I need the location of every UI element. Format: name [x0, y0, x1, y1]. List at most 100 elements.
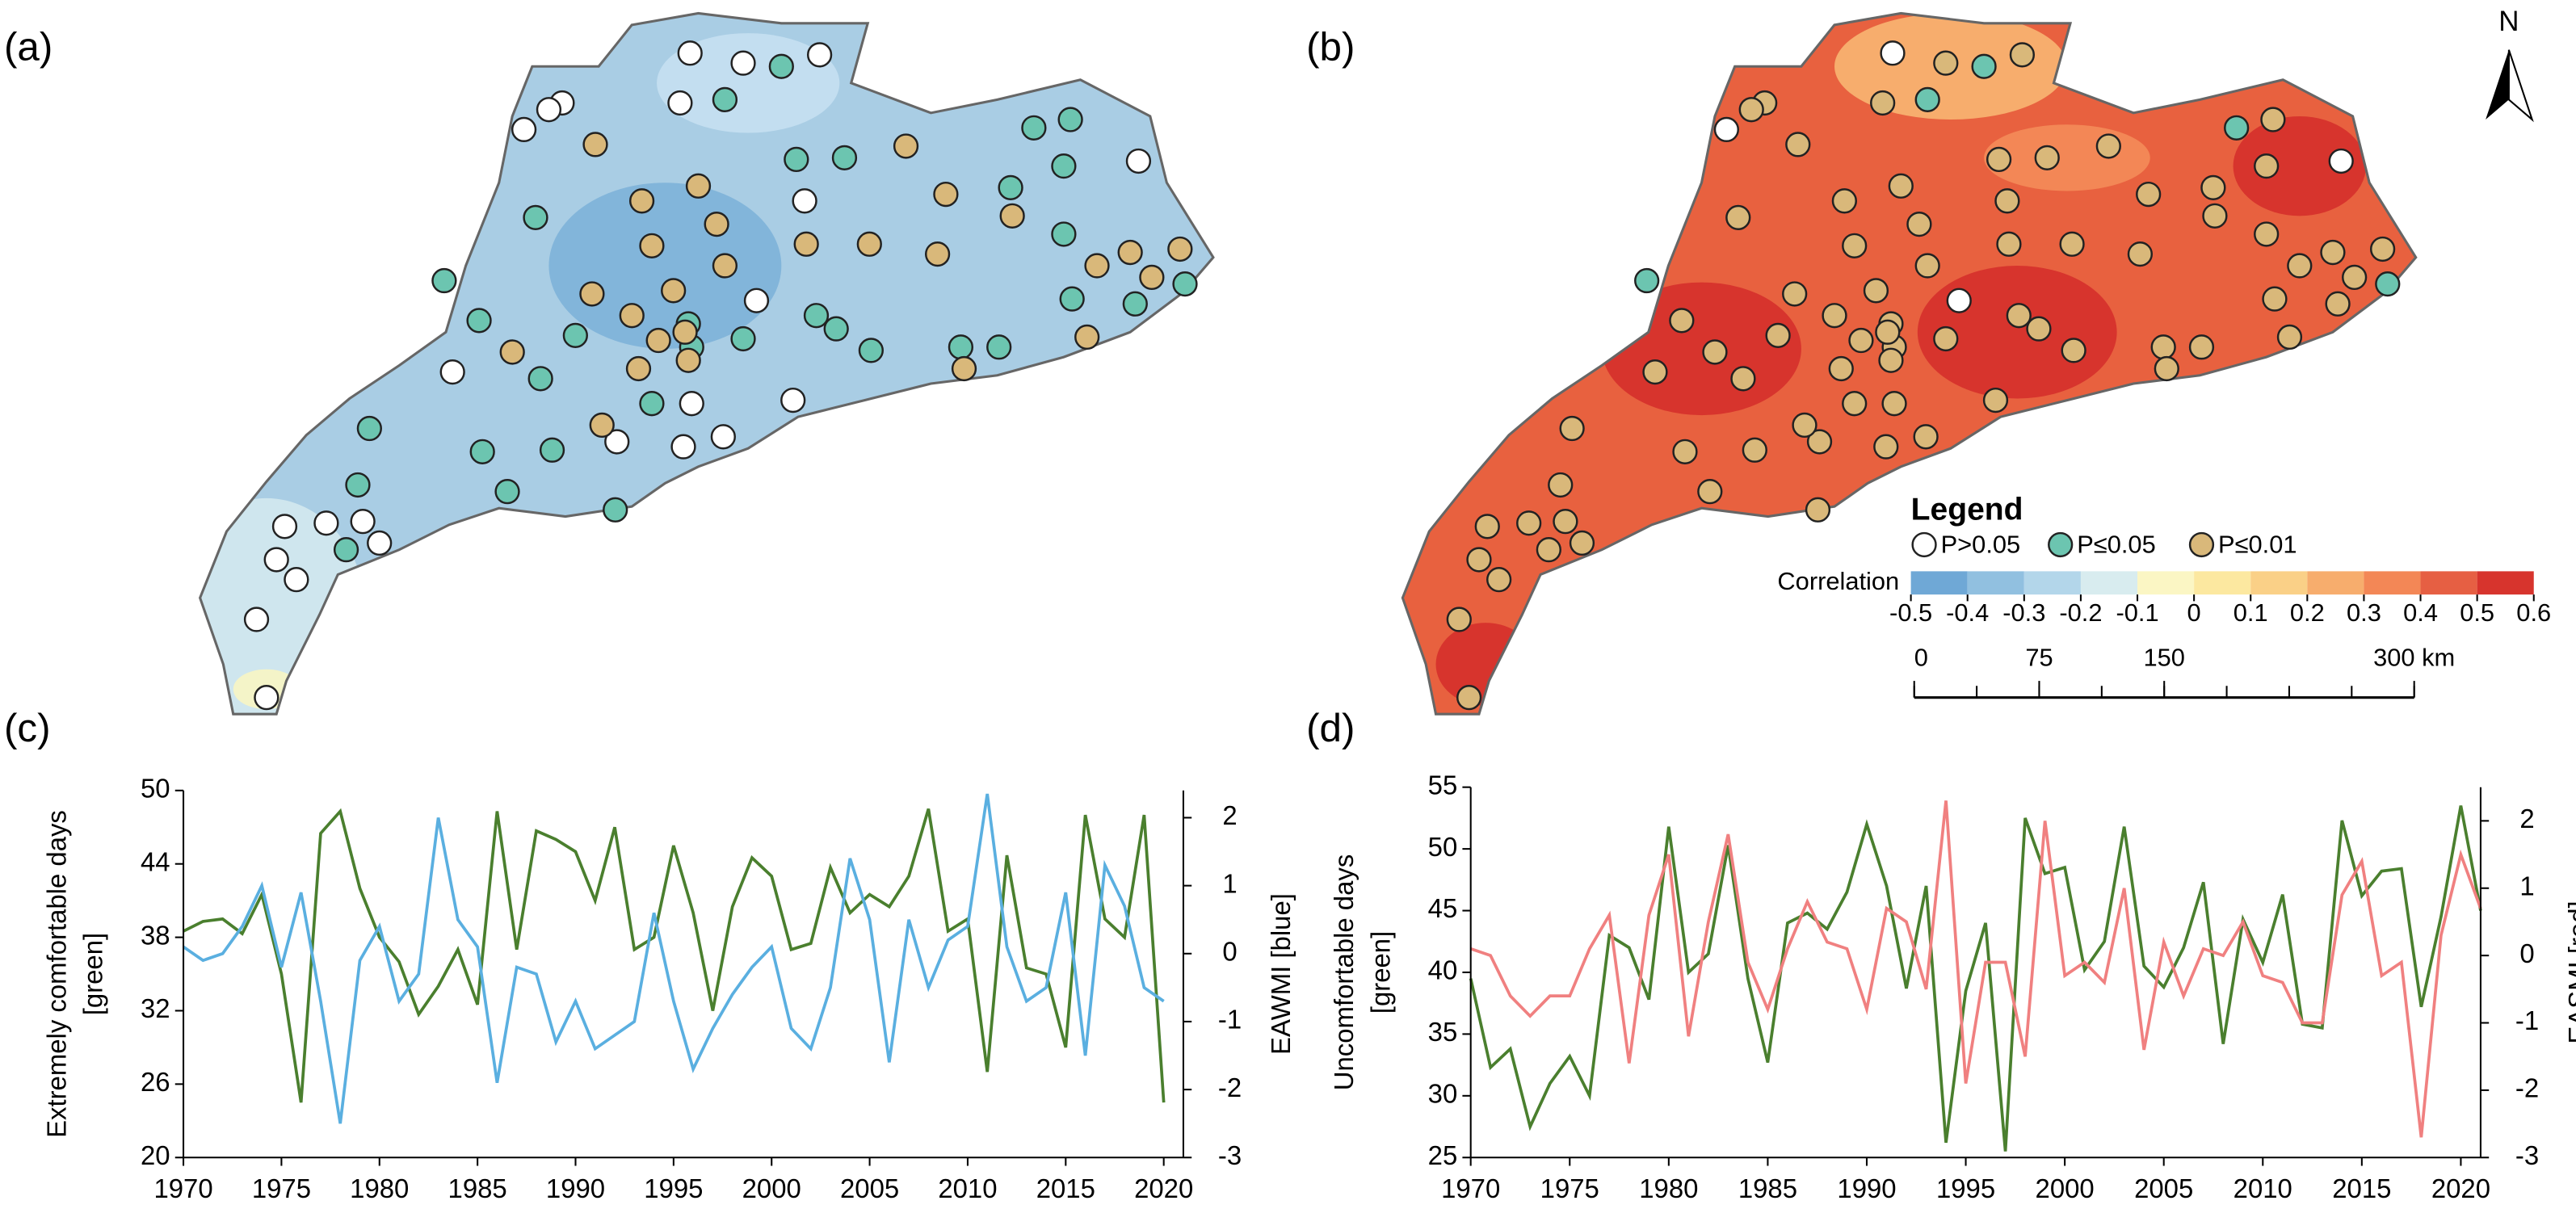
x-tick-label: 2005: [840, 1173, 899, 1203]
legend-label: P>0.05: [1941, 531, 2021, 559]
station-dot: [704, 211, 729, 237]
station-dot: [2320, 239, 2346, 266]
station-dot: [562, 322, 588, 349]
station-dot: [1642, 359, 1668, 385]
station-dot: [1971, 53, 1997, 79]
station-dot: [439, 359, 465, 385]
station-dot: [1084, 253, 1110, 279]
station-dot: [712, 86, 738, 113]
station-dot: [858, 338, 884, 363]
colorbar-bin: [2477, 571, 2534, 595]
station-dot: [1870, 90, 1896, 116]
colorbar-tick-label: -0.1: [2116, 598, 2158, 627]
station-dot: [1702, 339, 1728, 365]
station-dot: [1117, 239, 1143, 266]
station-dot: [284, 567, 309, 593]
colorbar-bin: [2137, 571, 2195, 595]
y2-tick-label: -2: [2515, 1073, 2539, 1103]
station-dot: [539, 437, 565, 463]
station-dot: [1172, 271, 1198, 297]
north-arrow: [2486, 49, 2534, 123]
station-dot: [1805, 497, 1831, 523]
legend-swatch: [1911, 531, 1937, 558]
colorbar-bin: [1910, 571, 1968, 595]
y-tick-label: 40: [1428, 955, 1458, 985]
station-dot: [1848, 327, 1874, 354]
station-dot: [1888, 173, 1914, 199]
station-dot: [1875, 319, 1901, 345]
station-dot: [1982, 387, 2009, 413]
station-dot: [933, 181, 959, 208]
x-tick-label: 1985: [1738, 1173, 1797, 1203]
data-line: [1469, 805, 2482, 1152]
x-tick-label: 1990: [1837, 1173, 1896, 1203]
station-dot: [494, 479, 520, 505]
x-tick-label: 1985: [448, 1173, 507, 1203]
station-dot: [367, 530, 393, 556]
colorbar-tick-label: 0.4: [2403, 598, 2438, 627]
colorbar-tick-label: -0.4: [1946, 598, 1989, 627]
y2-tick-label: 0: [1222, 936, 1237, 966]
station-dot: [1806, 429, 1833, 455]
station-dot: [263, 547, 289, 573]
data-line: [183, 808, 1166, 1103]
station-dot: [1842, 233, 1868, 258]
y2-axis-label: EAWMI [blue]: [1266, 893, 1296, 1055]
station-dot: [730, 50, 756, 76]
station-dot: [254, 685, 279, 711]
colorbar-tick-label: 0.6: [2516, 598, 2551, 627]
station-dot: [1842, 391, 1868, 417]
x-tick-label: 1970: [153, 1173, 212, 1203]
station-dot: [1466, 547, 1492, 573]
legend-swatch: [2188, 531, 2215, 558]
colorbar-bin: [2080, 571, 2138, 595]
station-dot: [2342, 264, 2368, 291]
station-dot: [2254, 221, 2280, 247]
station-dot: [1167, 236, 1193, 262]
map-zone: [2233, 115, 2367, 216]
station-dot: [2375, 271, 2401, 297]
x-tick-label: 1975: [252, 1173, 311, 1203]
station-dot: [710, 424, 736, 450]
colorbar-bin: [2023, 571, 2081, 595]
station-dot: [1880, 40, 1906, 66]
station-dot: [1914, 86, 1940, 113]
station-dot: [667, 90, 693, 116]
station-dot: [792, 188, 817, 214]
y-tick-label: 45: [1428, 893, 1458, 923]
station-dot: [466, 308, 492, 334]
station-dot: [2202, 203, 2228, 229]
y2-tick-label: 0: [2519, 938, 2534, 968]
station-dot: [1863, 278, 1889, 304]
station-dot: [1486, 567, 1512, 593]
station-dot: [784, 146, 809, 173]
y-tick-label: 44: [141, 846, 170, 876]
station-dot: [2136, 181, 2162, 208]
y-tick-label: 50: [1428, 832, 1458, 862]
colorbar-tick-label: -0.2: [2059, 598, 2102, 627]
station-dot: [2061, 338, 2086, 363]
station-dot: [431, 267, 457, 294]
station-dot: [2154, 355, 2179, 382]
station-dot: [2127, 241, 2154, 267]
station-dot: [2150, 334, 2176, 360]
station-dot: [523, 204, 548, 231]
colorbar-tick-label: 0: [2187, 598, 2201, 627]
station-dot: [1822, 303, 1847, 329]
panel-label: (b): [1306, 25, 1355, 69]
station-dot: [1742, 437, 1767, 463]
station-dot: [679, 391, 704, 417]
station-dot: [639, 233, 665, 258]
legend-title: Legend: [1911, 493, 2023, 527]
station-dot: [333, 537, 359, 563]
x-tick-label: 2020: [2431, 1173, 2490, 1203]
y2-tick-label: 1: [1222, 868, 1237, 898]
y-tick-label: 30: [1428, 1079, 1458, 1109]
station-dot: [730, 325, 756, 352]
x-tick-label: 2000: [742, 1173, 801, 1203]
station-dot: [1782, 281, 1808, 307]
station-dot: [1878, 347, 1904, 373]
legend-label: P≤0.01: [2218, 531, 2297, 559]
y-tick-label: 32: [141, 993, 170, 1023]
